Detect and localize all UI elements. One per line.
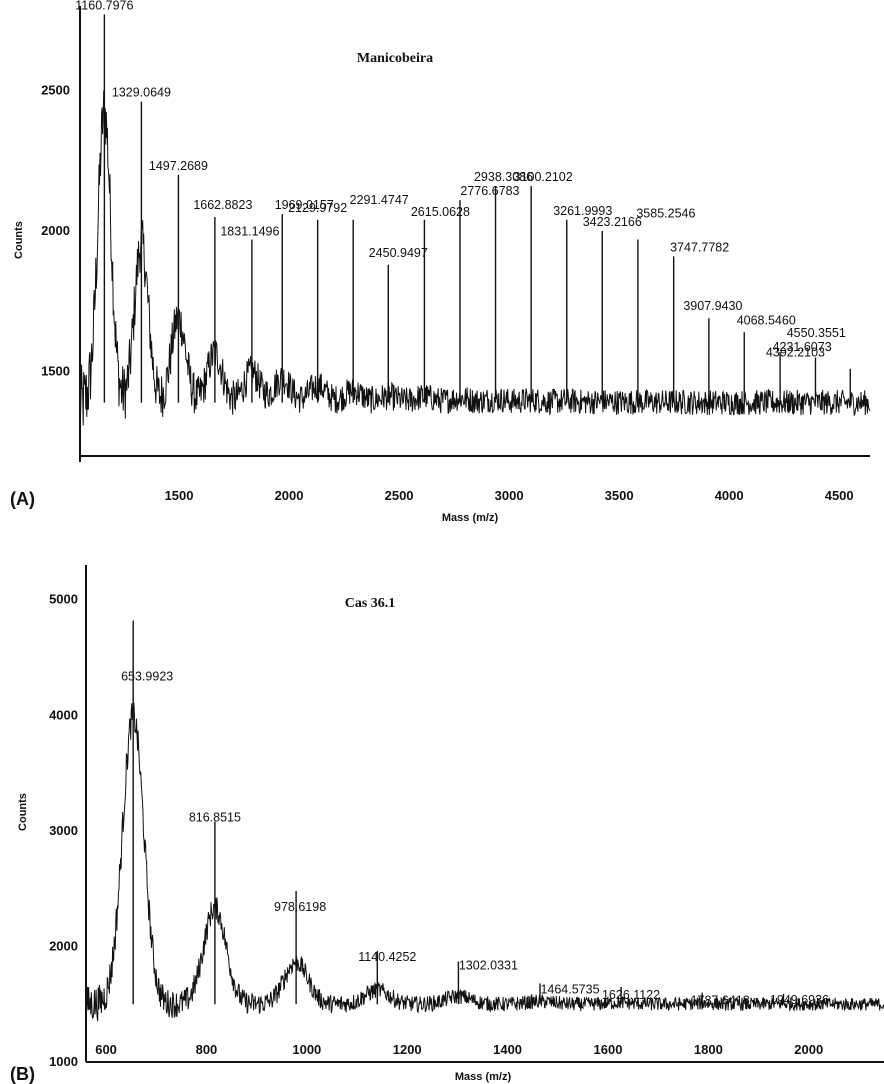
panel-a-peak-label: 2938.3086 [474,170,533,184]
panel-a-x-tick-label: 3500 [605,488,634,503]
panel-a-peak-label: 4231.6073 [773,340,832,354]
panel-a-peak-label: 3747.7782 [670,240,729,254]
panel-b-peak-label: 1302.0331 [459,958,518,972]
panel-a-y-axis-label: Counts [13,221,25,259]
panel-a-x-tick-label: 4000 [715,488,744,503]
panel-a-x-tick-label: 4500 [825,488,854,503]
panel-b-x-tick-label: 800 [196,1042,218,1057]
panel-a-y-tick-label: 2000 [41,223,70,238]
panel-b-x-tick-label: 1000 [292,1042,321,1057]
panel-b-y-tick-label: 3000 [49,823,78,838]
panel-b-x-tick-label: 1400 [493,1042,522,1057]
panel-b-y-tick-label: 4000 [49,707,78,722]
panel-b-ticks: 600 800 1000 1200 1400 1600 1800 2000 1000 2000 30… [49,592,823,1069]
panel-a-panel-label: (A) [10,489,35,509]
panel-b-y-tick-label: 1000 [49,1054,78,1069]
panel-a-peak-label: 2615.0628 [411,205,470,219]
panel-b-panel-label: (B) [10,1064,35,1084]
panel-b-peak-label: 978.6198 [274,900,326,914]
panel-a-y-tick-label: 2500 [41,82,70,97]
panel-a-peak-label: 2129.9792 [288,201,347,215]
panel-a-peak-label: 1160.7976 [75,0,133,12]
panel-a-peak-label: 4392.2103 [766,346,825,360]
panel-b-title: Cas 36.1 [345,596,396,611]
panel-a-peak-label: 1831.1496 [220,224,279,238]
panel-b-peak-label: 653.9923 [121,669,173,683]
panel-a-peak-labels: 1160.7976 1329.0649 1497.2689 1662.8823 1831… [75,0,846,360]
panel-a-peak-label: 1497.2689 [149,159,208,173]
panel-b-peak-stems [132,620,785,1005]
panel-a: 1500 2000 2500 3000 3500 4000 4500 1500 2000 2500… [10,0,871,524]
panel-a-peak-label: 1969.0157 [275,198,334,212]
panel-b-x-tick-label: 600 [95,1042,117,1057]
panel-b-spectrum-trace [85,702,884,1022]
panel-b-x-tick-label: 2000 [794,1042,823,1057]
panel-b-y-tick-label: 2000 [49,938,78,953]
panel-a-x-axis-label: Mass (m/z) [442,512,499,524]
panel-a-peak-label: 3585.2546 [636,206,695,220]
panel-a-peak-label: 2776.6783 [460,184,519,198]
panel-a-peak-label: 3423.2166 [583,215,642,229]
panel-b-x-tick-label: 1800 [694,1042,723,1057]
panel-a-peak-label: 2291.4747 [350,193,409,207]
panel-b-peak-label: 1949.6936 [770,993,829,1007]
panel-a-peak-label: 4068.5460 [737,313,796,327]
panel-a-peak-label: 3907.9430 [683,299,742,313]
panel-b-peak-labels: 653.9923 816.8515 978.6198 1140.4252 1302.03… [121,669,829,1007]
panel-b-x-tick-label: 1600 [594,1042,623,1057]
panel-a-peak-label: 2450.9497 [369,246,428,260]
panel-a-x-tick-label: 2500 [385,488,414,503]
panel-a-peak-label: 4550.3551 [787,326,846,340]
panel-b-peak-label: 1787.6418 [691,994,750,1008]
panel-b-y-tick-label: 5000 [49,592,78,607]
panel-b-peak-label: 816.8515 [189,811,241,825]
panel-a-x-tick-label: 2000 [275,488,304,503]
panel-a-x-tick-label: 3000 [495,488,524,503]
panel-a-peak-label: 3100.2102 [514,170,573,184]
panel-a-ticks: 1500 2000 2500 3000 3500 4000 4500 1500 2000 2500 [41,82,854,503]
panel-b-y-axis-label: Counts [17,793,29,831]
panel-b-peak-label: 1464.5735 [540,982,599,996]
panel-a-y-tick-label: 1500 [41,364,70,379]
panel-a-peak-label: 1329.0649 [112,86,171,100]
panel-a-peak-label: 3261.9993 [553,204,612,218]
panel-a-peak-stems [103,14,851,403]
panel-b-x-tick-label: 1200 [393,1042,422,1057]
panel-b-peak-label: 1626.1122 [602,988,660,1002]
panel-a-title: Manicobeira [357,51,433,66]
panel-b-x-axis-label: Mass (m/z) [455,1071,512,1083]
panel-b-peak-label: 1140.4252 [358,950,416,964]
panel-a-x-tick-label: 1500 [165,488,194,503]
panel-a-peak-label: 1662.8823 [193,198,252,212]
panel-a-spectrum-trace [79,90,871,426]
panel-b: 600 800 1000 1200 1400 1600 1800 2000 1000 2000 30… [10,565,884,1084]
